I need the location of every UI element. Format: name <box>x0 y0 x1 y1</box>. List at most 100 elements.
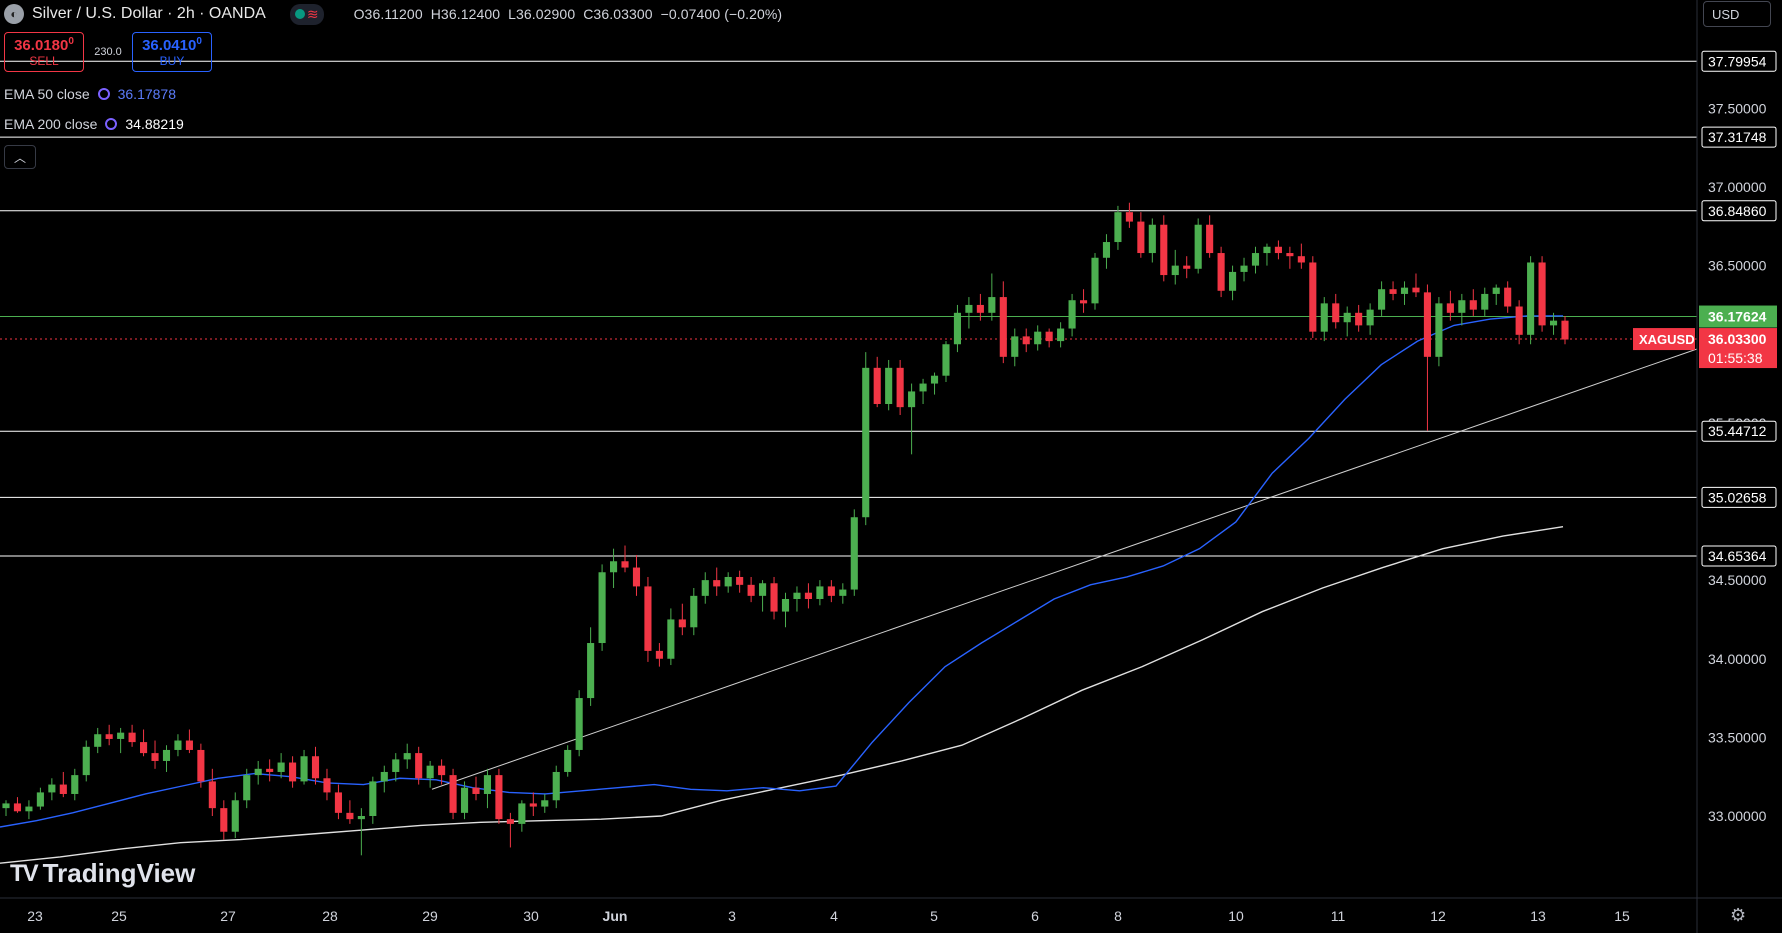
candle-body <box>713 580 721 587</box>
candle-body <box>609 561 618 573</box>
loading-icon <box>105 118 118 130</box>
candle-body <box>1515 306 1523 335</box>
candle-body <box>460 787 469 813</box>
candle-body <box>151 753 159 761</box>
time-tick-label: 5 <box>930 908 938 924</box>
level-label-box <box>1701 126 1777 148</box>
candle-body <box>850 517 858 590</box>
candle-body <box>1274 246 1282 254</box>
candle-body <box>1332 303 1340 323</box>
currency-select[interactable]: USD <box>1703 1 1771 27</box>
candle-body <box>873 367 881 405</box>
candle-body <box>231 800 239 832</box>
candle-body <box>197 749 205 782</box>
candle-body <box>885 367 893 405</box>
candle-body <box>655 650 663 659</box>
candle-body <box>541 800 549 807</box>
candle-body <box>174 740 182 750</box>
sell-button[interactable]: 36.01800 SELL <box>4 32 84 72</box>
candle-body <box>1057 328 1065 342</box>
price-tick-label: 37.00000 <box>1708 179 1767 195</box>
silver-logo-icon: ◐ <box>4 4 24 24</box>
candle-body <box>311 756 320 779</box>
candle-body <box>300 756 308 782</box>
candle-body <box>793 592 801 599</box>
candle-body <box>1366 309 1374 326</box>
candle-body <box>816 586 824 599</box>
candle-body <box>357 816 365 820</box>
indicator-ema50[interactable]: EMA 50 close 36.17878 <box>4 86 176 102</box>
candle-body <box>678 619 686 628</box>
candle-body <box>598 572 606 644</box>
level-label: 34.65364 <box>1708 548 1767 564</box>
price-tick-label: 36.50000 <box>1708 258 1767 274</box>
time-tick-label: 11 <box>1331 908 1346 924</box>
trendline[interactable] <box>431 348 1698 790</box>
candle-body <box>1194 224 1202 269</box>
candle-body <box>1148 224 1156 254</box>
candle-body <box>827 586 835 596</box>
buy-button[interactable]: 36.04100 BUY <box>132 32 212 72</box>
symbol-tag-label: XAGUSD <box>1639 332 1695 347</box>
time-tick-label: 13 <box>1530 908 1546 924</box>
candle-body <box>1492 287 1500 294</box>
candle-body <box>426 765 434 779</box>
ema200-value: 34.88219 <box>125 116 184 132</box>
candle-body <box>953 312 962 345</box>
candle-body <box>587 643 595 699</box>
candle-body <box>1183 265 1191 269</box>
settings-gear-icon[interactable]: ⚙ <box>1730 905 1747 925</box>
candle-body <box>976 304 984 313</box>
time-tick-label: 28 <box>322 908 338 924</box>
candle-body <box>380 771 388 782</box>
candle-body <box>1079 300 1088 304</box>
ema50-label: EMA 50 close <box>4 86 90 102</box>
collapse-legend-button[interactable]: ︿ <box>4 145 36 169</box>
candle-body <box>334 792 342 813</box>
symbol-tag-box <box>1633 328 1695 351</box>
candle-body <box>896 367 904 408</box>
time-tick-label: 12 <box>1430 908 1446 924</box>
level-label-box <box>1701 200 1777 222</box>
time-tick-label: 23 <box>27 908 43 924</box>
candle-body <box>82 746 90 776</box>
time-tick-label: 3 <box>728 908 736 924</box>
time-tick-label: 4 <box>830 908 838 924</box>
candle-body <box>701 580 709 596</box>
candle-body <box>747 584 755 596</box>
candle-body <box>506 819 514 824</box>
candle-body <box>208 781 216 809</box>
market-open-dot-icon <box>294 8 305 19</box>
ema200-line <box>0 525 1564 864</box>
candle-body <box>942 344 950 376</box>
spread-value: 230.0 <box>94 46 122 58</box>
time-tick-label: 6 <box>1031 908 1039 924</box>
buy-price-sup: 0 <box>196 36 202 47</box>
candle-body <box>415 753 423 779</box>
candle-body <box>392 759 400 772</box>
candle-body <box>254 768 262 776</box>
symbol-title[interactable]: Silver / U.S. Dollar · 2h · OANDA <box>32 5 266 22</box>
candle-body <box>770 583 778 612</box>
indicator-ema200[interactable]: EMA 200 close 34.88219 <box>4 116 184 132</box>
change-value: −0.07400 (−0.20%) <box>660 6 783 22</box>
market-status[interactable]: ≋ <box>289 3 324 25</box>
candle-body <box>999 297 1007 357</box>
candle-body <box>438 765 446 776</box>
candle-body <box>48 784 56 793</box>
candle-body <box>1527 262 1535 335</box>
currency-value: USD <box>1712 6 1740 22</box>
candle-body <box>736 576 744 585</box>
chart-header: ◐ Silver / U.S. Dollar · 2h · OANDA ≋ O3… <box>0 0 786 28</box>
candle-body <box>988 297 996 313</box>
candle-body <box>1206 224 1214 254</box>
level-label: 37.31748 <box>1708 129 1767 145</box>
candle-body <box>59 784 67 794</box>
tradingview-logo-icon: TV <box>10 859 39 887</box>
time-tick-label: 30 <box>523 908 539 924</box>
candle-body <box>1160 224 1168 276</box>
candle-body <box>1378 289 1386 310</box>
level-label-box <box>1701 545 1777 567</box>
ema50-price-box <box>1699 305 1777 328</box>
